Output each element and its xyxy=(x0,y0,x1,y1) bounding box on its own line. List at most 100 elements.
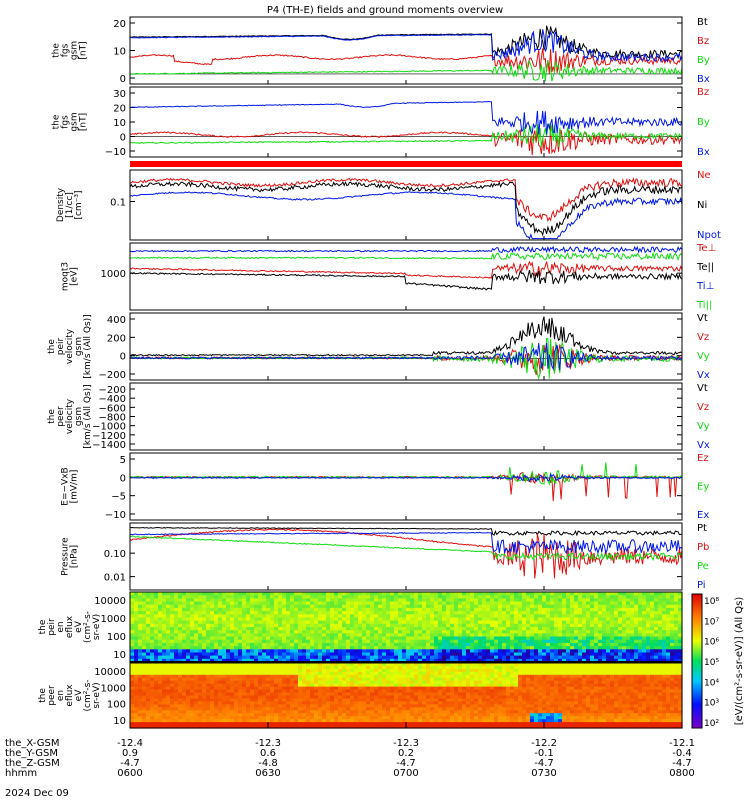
spec-cell xyxy=(258,601,263,606)
spec-cell xyxy=(314,689,319,694)
spec-cell xyxy=(318,598,323,603)
spec-cell xyxy=(258,704,263,708)
spec-cell xyxy=(326,725,331,729)
spec-cell xyxy=(438,686,443,691)
spec-cell xyxy=(266,636,271,641)
spec-cell xyxy=(322,701,327,705)
spec-cell xyxy=(202,680,207,685)
spec-cell xyxy=(318,671,323,676)
spec-cell xyxy=(394,713,399,717)
spec-cell xyxy=(622,633,627,638)
spec-cell xyxy=(290,674,295,679)
spec-cell xyxy=(398,686,403,691)
spec-cell xyxy=(178,614,183,619)
spec-cell xyxy=(134,642,139,647)
spec-cell xyxy=(382,725,387,729)
spec-cell xyxy=(450,649,455,654)
spec-cell xyxy=(370,598,375,603)
spec-cell xyxy=(250,617,255,622)
spec-cell xyxy=(406,713,411,717)
spec-cell xyxy=(626,601,631,606)
spec-cell xyxy=(570,617,575,622)
spec-cell xyxy=(486,592,491,596)
spec-cell xyxy=(142,698,147,703)
spec-cell xyxy=(394,668,399,673)
spec-cell xyxy=(270,692,275,697)
spec-cell xyxy=(154,630,159,634)
ylabel-line: the xyxy=(38,619,48,634)
spec-cell xyxy=(422,716,427,720)
spec-cell xyxy=(334,658,339,663)
spec-cell xyxy=(406,636,411,641)
spec-cell xyxy=(230,611,235,615)
spec-cell xyxy=(222,604,227,609)
spec-cell xyxy=(410,592,415,596)
spec-cell xyxy=(146,713,151,717)
spec-cell xyxy=(586,604,591,609)
spec-cell xyxy=(282,642,287,647)
spec-cell xyxy=(358,623,363,628)
ytick-label: 100 xyxy=(107,632,126,643)
legend-entry: Te⊥ xyxy=(696,243,716,254)
spec-cell xyxy=(166,716,171,720)
spec-cell xyxy=(638,607,643,612)
spec-cell xyxy=(354,692,359,697)
spec-cell xyxy=(158,601,163,606)
spec-cell xyxy=(362,652,367,657)
spec-cell xyxy=(146,674,151,679)
spec-cell xyxy=(530,658,535,663)
spec-cell xyxy=(150,692,155,697)
spec-cell xyxy=(510,652,515,657)
spec-cell xyxy=(134,719,139,723)
spec-cell xyxy=(198,607,203,612)
spec-cell xyxy=(182,710,187,714)
spec-cell xyxy=(226,707,231,711)
spec-cell xyxy=(166,719,171,723)
spec-cell xyxy=(318,692,323,697)
series-line-Bz xyxy=(129,125,683,156)
spec-cell xyxy=(346,592,351,596)
spec-cell xyxy=(498,598,503,603)
spec-cell xyxy=(514,633,519,638)
spec-cell xyxy=(434,646,439,650)
spec-cell xyxy=(386,725,391,729)
spec-cell xyxy=(322,668,327,673)
spec-cell xyxy=(150,611,155,615)
spec-cell xyxy=(430,595,435,599)
spec-cell xyxy=(374,658,379,663)
spec-cell xyxy=(410,689,415,694)
spec-cell xyxy=(470,592,475,596)
spec-cell xyxy=(394,607,399,612)
spec-cell xyxy=(238,671,243,676)
spec-cell xyxy=(306,652,311,657)
spec-cell xyxy=(194,636,199,641)
spec-cell xyxy=(334,611,339,615)
spec-cell xyxy=(402,611,407,615)
spec-cell xyxy=(450,611,455,615)
spec-cell xyxy=(482,592,487,596)
spec-cell xyxy=(422,663,427,667)
legend-entry: Npot xyxy=(697,230,721,241)
ytick-label: −200 xyxy=(99,385,126,396)
spec-cell xyxy=(550,642,555,647)
spec-cell xyxy=(338,719,343,723)
spec-cell xyxy=(670,652,675,657)
spec-cell xyxy=(394,692,399,697)
spec-cell xyxy=(226,658,231,663)
spec-cell xyxy=(162,646,167,650)
spec-cell xyxy=(146,614,151,619)
spec-cell xyxy=(582,636,587,641)
spec-cell xyxy=(406,604,411,609)
spec-cell xyxy=(414,713,419,717)
spec-cell xyxy=(470,630,475,634)
spec-cell xyxy=(370,630,375,634)
spec-cell xyxy=(358,719,363,723)
spec-cell xyxy=(154,677,159,682)
spec-cell xyxy=(154,646,159,650)
spec-cell xyxy=(534,636,539,641)
spec-cell xyxy=(534,607,539,612)
spec-cell xyxy=(430,722,435,726)
spec-cell xyxy=(354,666,359,670)
spec-cell xyxy=(322,655,327,660)
